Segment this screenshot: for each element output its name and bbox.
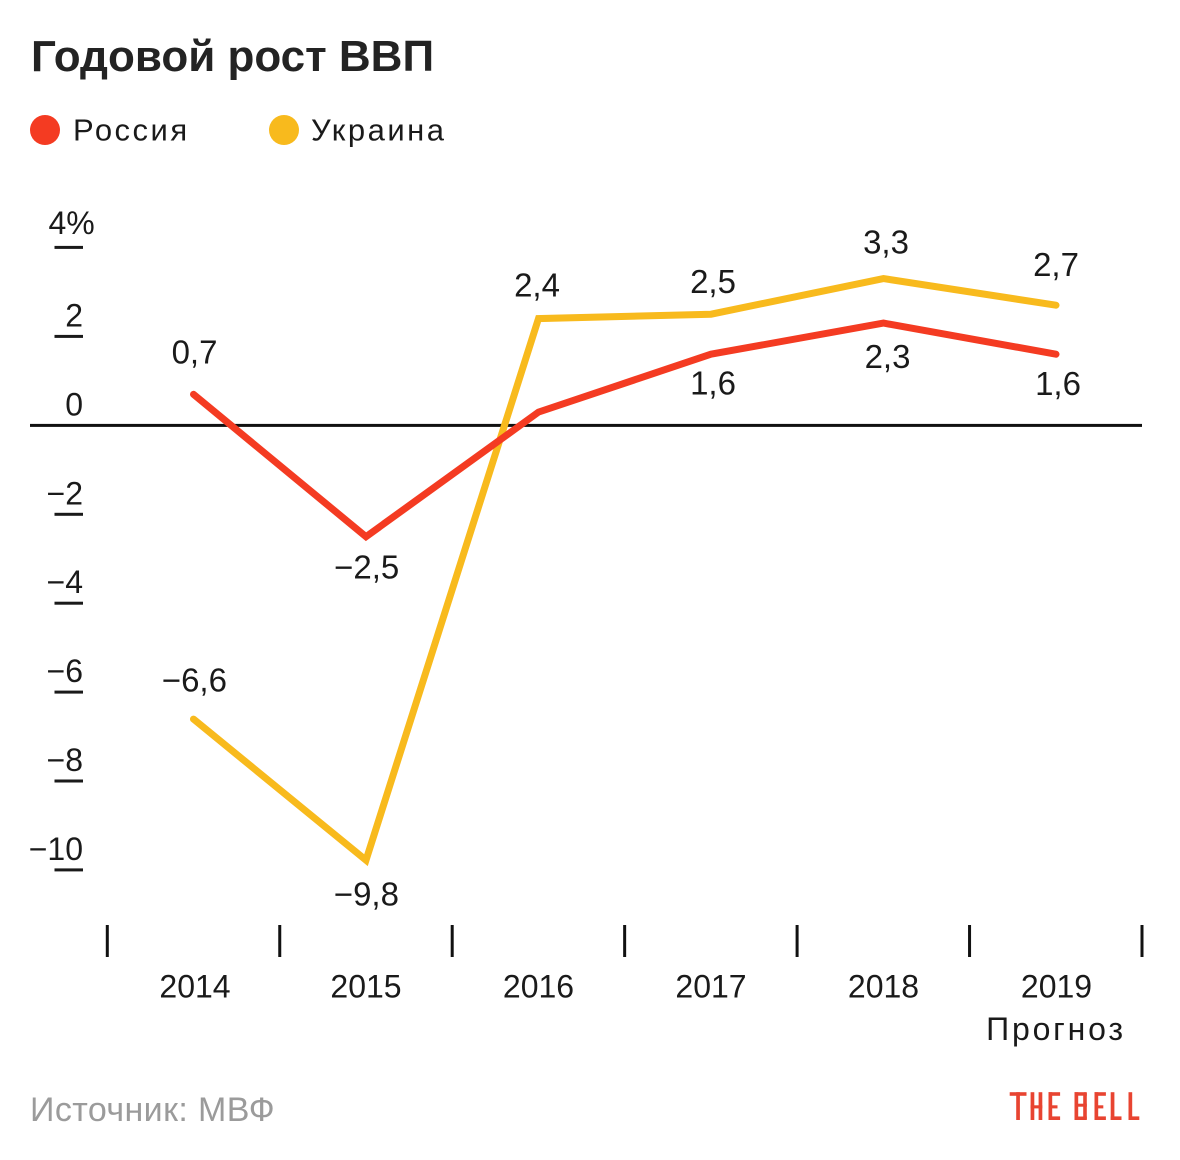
svg-text:2018: 2018 (848, 968, 919, 1004)
svg-text:Россия: Россия (73, 113, 190, 148)
svg-text:Прогноз: Прогноз (986, 1011, 1126, 1047)
svg-text:−2,5: −2,5 (334, 548, 399, 585)
svg-text:2016: 2016 (503, 968, 574, 1004)
svg-text:Украина: Украина (311, 113, 447, 148)
svg-text:2,3: 2,3 (865, 338, 911, 375)
svg-text:3,3: 3,3 (863, 224, 909, 261)
svg-text:Годовой рост ВВП: Годовой рост ВВП (31, 32, 434, 81)
svg-text:2,5: 2,5 (690, 263, 736, 300)
svg-text:−6: −6 (47, 653, 83, 689)
svg-text:1,6: 1,6 (1035, 365, 1081, 402)
svg-text:2019: 2019 (1021, 968, 1092, 1004)
svg-text:−2: −2 (47, 475, 83, 511)
svg-text:0,7: 0,7 (172, 334, 218, 371)
svg-text:2017: 2017 (675, 968, 746, 1004)
svg-text:−9,8: −9,8 (334, 876, 399, 913)
svg-text:−8: −8 (47, 742, 83, 778)
svg-text:1,6: 1,6 (690, 365, 736, 402)
svg-text:2,7: 2,7 (1033, 246, 1079, 283)
svg-text:−6,6: −6,6 (162, 662, 227, 699)
svg-text:−10: −10 (29, 831, 83, 867)
svg-text:2,4: 2,4 (514, 266, 560, 303)
svg-text:0: 0 (65, 386, 83, 422)
svg-text:4%: 4% (49, 205, 95, 241)
svg-text:2015: 2015 (330, 968, 401, 1004)
svg-text:Источник: МВФ: Источник: МВФ (30, 1091, 275, 1129)
svg-text:−4: −4 (47, 564, 83, 600)
svg-text:2014: 2014 (159, 968, 230, 1004)
svg-text:2: 2 (65, 297, 83, 333)
